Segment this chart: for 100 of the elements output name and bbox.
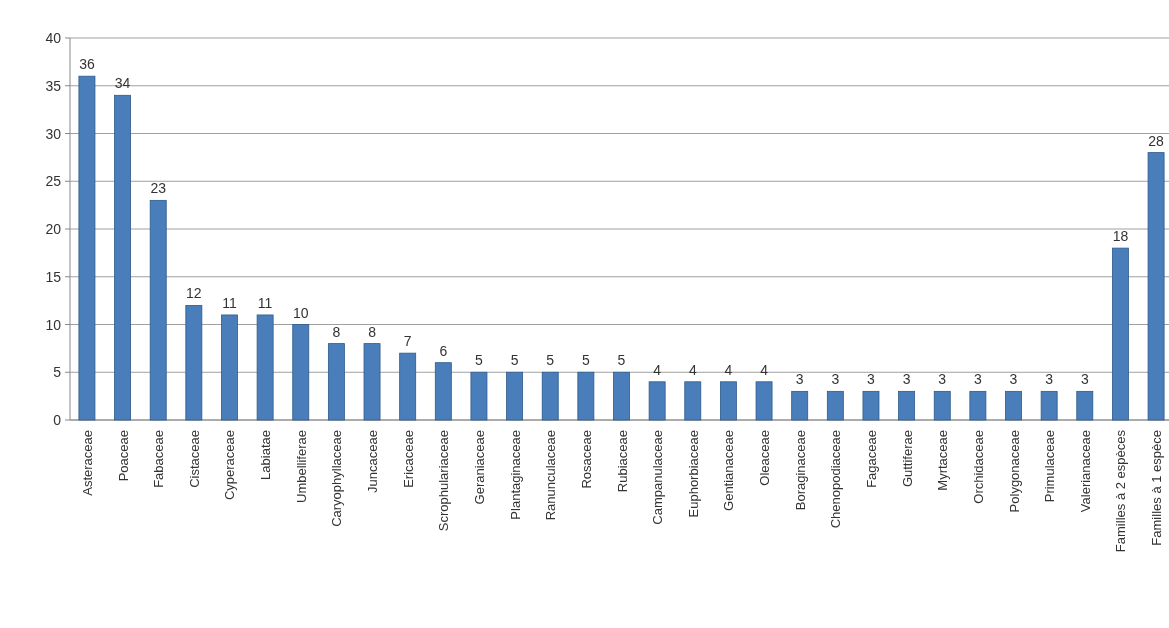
bar [791,390,809,421]
data-label: 11 [257,294,273,311]
bar [149,199,167,421]
bar [114,94,131,421]
x-tick-label: Asteraceae [79,430,95,496]
data-label: 12 [186,285,202,302]
data-label: 5 [617,352,626,369]
bar [755,381,773,421]
bar [256,314,274,421]
data-label: 18 [1112,228,1129,245]
y-tick-label: 25 [45,173,62,190]
y-tick-label: 10 [45,316,62,333]
bar [399,352,417,421]
y-tick-label: 20 [45,221,62,237]
x-tick-label: Fabaceae [151,430,167,488]
bar [221,314,238,421]
data-label: 4 [653,361,662,378]
x-tick-label: Fagaceae [863,430,879,488]
data-label: 4 [724,361,733,378]
x-tick-label: Orchidaceae [970,430,986,504]
bar [933,390,951,421]
x-tick-label: Juncaceae [365,430,381,493]
data-label: 5 [475,352,484,369]
bar [684,381,702,421]
bar [862,390,880,421]
x-tick-label: Primulaceae [1042,430,1058,503]
bar [826,390,844,421]
y-tick-label: 30 [45,125,62,142]
data-label: 34 [114,75,131,92]
x-tick-label: Myrtaceae [935,430,951,491]
x-tick-label: Familles à 1 espèce [1149,430,1165,546]
x-tick-label: Rosaceae [578,430,594,489]
x-tick-label: Poaceae [115,430,131,482]
x-tick-label: Geraniaceae [471,430,487,505]
x-tick-label: Oleaceae [757,430,773,486]
y-tick-label: 35 [45,77,62,94]
bar [1040,390,1058,421]
x-tick-label: Labiatae [258,430,274,480]
x-tick-label: Polygonaceae [1006,430,1022,513]
bar [78,75,96,421]
bar [1005,390,1022,421]
x-tick-label: Boraginaceae [792,430,808,511]
bar [434,362,452,421]
x-tick-label: Cyperaceae [222,430,238,501]
y-tick-label: 40 [45,30,62,46]
bar [898,390,916,421]
data-label: 5 [510,352,519,369]
bar [613,371,630,421]
data-label: 5 [581,352,590,369]
x-tick-label: Gentianaceae [721,430,737,511]
data-label: 3 [867,371,876,388]
data-label: 3 [902,371,911,388]
x-tick-label: Ericaceae [400,430,416,488]
x-tick-label: Cistaceae [186,430,202,488]
bar [185,305,203,421]
data-label: 4 [760,361,769,378]
x-tick-label: Valerianaceae [1077,430,1093,513]
x-tick-label: Umbelliferae [293,430,309,503]
bar [720,381,737,421]
x-tick-label: Familles à 2 espèces [1113,429,1129,553]
bar [1112,247,1129,421]
data-label: 5 [546,352,555,369]
data-label: 4 [688,361,697,378]
x-tick-label: Plantaginaceae [507,430,523,520]
data-label: 11 [222,294,237,311]
data-label: 23 [150,180,167,197]
data-label: 3 [795,371,804,388]
x-tick-label: Caryophyllaceae [329,430,345,527]
bar [969,390,987,421]
bar [292,324,310,421]
data-label: 3 [1045,371,1054,388]
x-tick-label: Rubiaceae [614,430,630,493]
y-tick-label: 15 [45,268,62,285]
x-tick-label: Ranunculaceae [543,430,559,521]
data-label: 8 [368,323,377,340]
data-label: 28 [1148,132,1165,149]
x-tick-label: Campanulaceae [650,430,666,525]
data-label: 3 [831,371,840,388]
bar [470,371,488,421]
bar [648,381,666,421]
x-tick-label: Chenopodiaceae [828,430,844,529]
data-label: 3 [973,371,982,388]
bar [327,343,345,421]
x-tick-label: Scrophulariaceae [436,430,452,532]
data-label: 36 [79,56,95,73]
x-tick-label: Guttiferae [899,430,915,488]
data-label: 8 [332,323,341,340]
bar [1076,390,1094,421]
bar [541,371,559,421]
data-label: 3 [1080,371,1089,388]
y-tick-label: 0 [53,412,62,428]
x-tick-label: Euphorbiaceae [685,430,701,518]
bar [363,343,381,421]
bar [1147,152,1165,421]
data-label: 3 [938,371,947,388]
data-label: 6 [439,342,448,359]
y-tick-label: 5 [53,364,62,381]
data-label: 3 [1009,371,1018,388]
data-label: 10 [292,304,309,321]
bar [506,371,523,421]
